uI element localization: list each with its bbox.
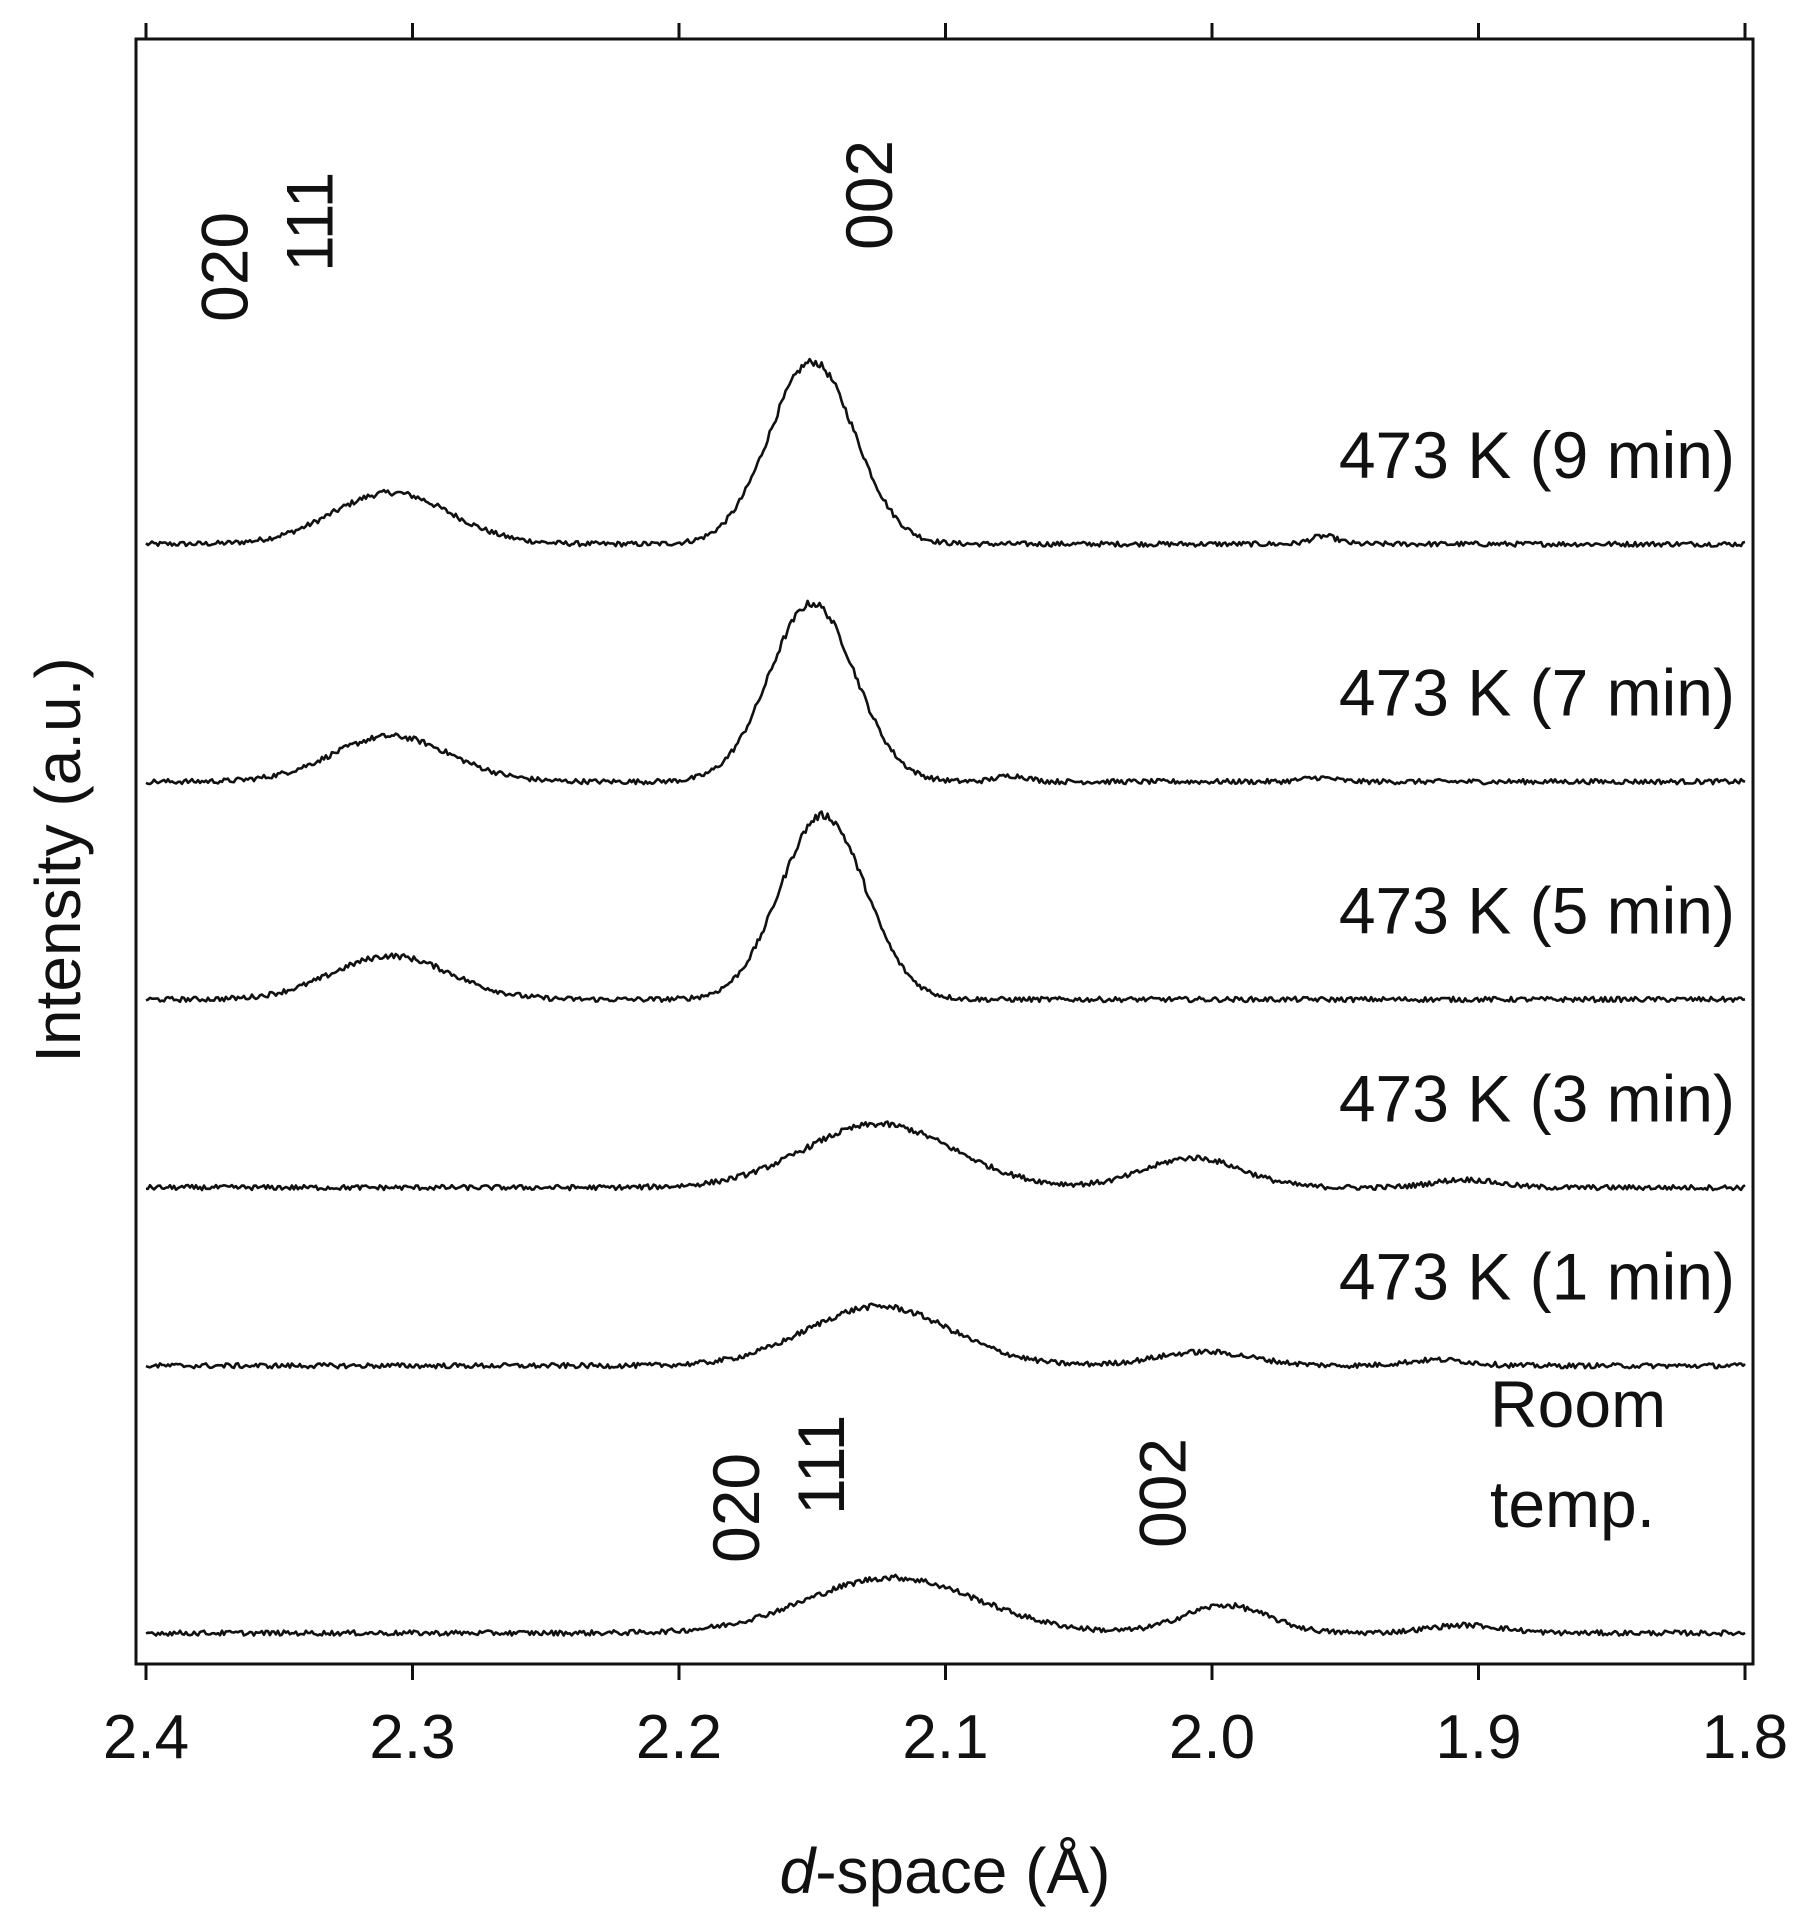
trace-line — [145, 810, 1746, 1004]
x-tick-label: 2.1 — [902, 1703, 988, 1772]
x-tick-label: 1.8 — [1702, 1703, 1788, 1772]
x-tick-label: 2.0 — [1169, 1703, 1255, 1772]
x-tick-label: 2.3 — [369, 1703, 455, 1772]
peak-label: 020 — [699, 1453, 773, 1563]
trace-line — [145, 1573, 1746, 1637]
x-axis-label: d-space (Å) — [780, 1835, 1111, 1907]
x-tick-label: 1.9 — [1435, 1703, 1521, 1772]
trace-line — [145, 357, 1746, 548]
peak-label: 002 — [832, 140, 906, 250]
x-tick-label: 2.2 — [636, 1703, 722, 1772]
diffraction-traces — [145, 357, 1746, 1637]
trace-line — [145, 1302, 1746, 1370]
x-axis-label-rest: -space (Å) — [815, 1835, 1110, 1907]
series-labels: 473 K (9 min) 473 K (7 min) 473 K (5 min) 4… — [1339, 418, 1735, 1541]
series-label: 473 K (5 min) — [1339, 873, 1735, 947]
peak-label: 111 — [784, 1415, 858, 1515]
series-label: 473 K (7 min) — [1339, 656, 1735, 730]
trace-line — [145, 599, 1746, 786]
series-label: 473 K (9 min) — [1339, 418, 1735, 492]
x-tick-label: 2.4 — [103, 1703, 189, 1772]
series-label: Room — [1490, 1367, 1666, 1441]
trace-line — [146, 1120, 1746, 1192]
peak-label: 111 — [273, 172, 347, 272]
peak-label: 020 — [187, 212, 261, 322]
series-label: temp. — [1490, 1467, 1655, 1541]
x-axis-label-variable: d — [780, 1835, 818, 1907]
series-label: 473 K (3 min) — [1339, 1062, 1735, 1136]
peak-label: 002 — [1125, 1438, 1199, 1548]
x-ticks: 2.4 2.3 2.2 2.1 2.0 1.9 1.8 — [103, 23, 1788, 1772]
series-label: 473 K (1 min) — [1339, 1240, 1735, 1314]
y-axis-label: Intensity (a.u.) — [22, 657, 94, 1063]
